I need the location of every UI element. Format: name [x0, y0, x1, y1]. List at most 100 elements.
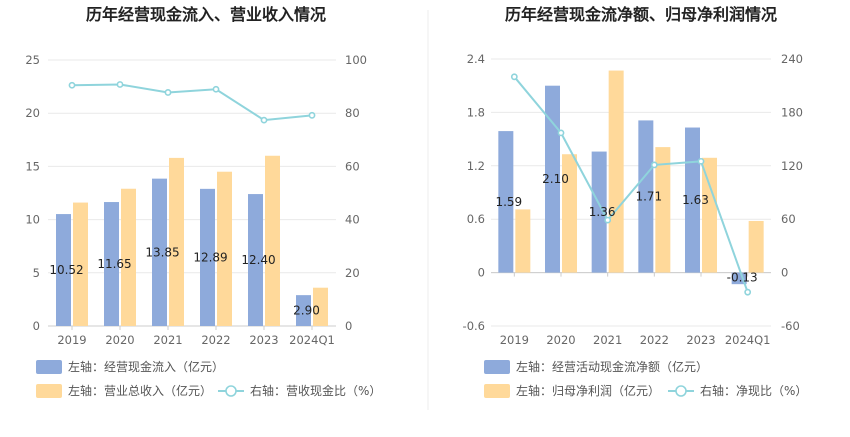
chart2-x-tick-label: 2020	[546, 333, 575, 347]
chart1-x-tick-label: 2021	[153, 333, 182, 347]
chart1-legend-label: 右轴：营收现金比（%）	[250, 383, 381, 398]
chart1-bar-data-label: 10.52	[49, 263, 83, 277]
chart2-right-tick-label: 240	[781, 52, 803, 66]
chart2-bar-primary	[731, 272, 747, 285]
chart1-left-tick-label: 20	[25, 106, 40, 120]
chart2-bar-primary	[638, 120, 654, 273]
chart2-right-tick-label: 0	[781, 266, 788, 280]
chart2-left-tick-label: 2.4	[467, 52, 485, 66]
chart1-ratio-point	[260, 116, 268, 124]
chart2-ratio-point	[697, 157, 705, 165]
chart1-bar-data-label: 2.90	[293, 304, 320, 318]
chart2-legend-marker	[675, 385, 687, 397]
chart1-ratio-point	[308, 111, 316, 119]
chart2-x-tick-label: 2019	[500, 333, 529, 347]
chart2-bar-secondary	[608, 70, 624, 273]
chart2-x-tick-label: 2021	[593, 333, 622, 347]
chart2-bar-secondary	[748, 220, 764, 273]
chart2-bar-data-label: 2.10	[542, 172, 569, 186]
chart1-legend-swatch	[36, 360, 62, 374]
chart2-title: 历年经营现金流净额、归母净利润情况	[505, 5, 777, 24]
chart1-left-tick-label: 15	[25, 159, 40, 173]
chart1-right-tick-label: 40	[345, 213, 360, 227]
chart2-bar-secondary	[702, 157, 717, 273]
chart2-ratio-point	[557, 129, 565, 137]
chart1-x-tick-label: 2024Q1	[289, 333, 335, 347]
chart2-bar-secondary	[562, 154, 577, 273]
chart1-bar-secondary	[313, 287, 328, 326]
chart2-legend-swatch	[484, 360, 510, 374]
chart2-legend-swatch	[484, 384, 510, 398]
chart1-left-tick-label: 0	[33, 319, 40, 333]
chart2-ratio-line	[513, 76, 749, 293]
chart2-ratio-point	[604, 216, 612, 224]
chart1-legend-label: 左轴：营业总收入（亿元）	[68, 383, 212, 398]
chart2-ratio-point	[744, 288, 752, 296]
chart2-bar-primary	[685, 127, 700, 273]
chart1-x-tick-label: 2020	[105, 333, 134, 347]
chart2-bar-primary	[498, 131, 514, 273]
chart2-right-tick-label: 60	[781, 212, 796, 226]
chart1-x-tick-label: 2023	[249, 333, 278, 347]
chart2-bar-data-label: 1.59	[495, 195, 522, 209]
chart1-ratio-point	[116, 81, 124, 88]
chart2-bar-secondary	[515, 209, 531, 273]
chart1-x-tick-label: 2019	[57, 333, 86, 347]
chart1-ratio-point	[212, 85, 220, 93]
chart2-right-tick-label: 180	[781, 105, 803, 119]
chart1-legend-label: 左轴：经营现金流入（亿元）	[68, 359, 224, 374]
chart2-bar-data-label: 1.71	[635, 190, 662, 204]
chart2-bar-data-label: 1.63	[682, 193, 709, 207]
chart2-x-tick-label: 2022	[640, 333, 669, 347]
chart2-bar-primary	[591, 151, 607, 273]
chart1-bar-secondary	[73, 202, 88, 326]
chart1-right-tick-label: 0	[345, 319, 352, 333]
chart1-left-tick-label: 10	[25, 213, 40, 227]
chart1-ratio-point	[68, 81, 76, 89]
chart1-right-tick-label: 20	[345, 266, 360, 280]
chart2-right-tick-label: 120	[781, 159, 803, 173]
chart1-right-tick-label: 60	[345, 159, 360, 173]
chart2-left-tick-label: 1.8	[467, 105, 485, 119]
chart2-bar-secondary	[655, 147, 671, 273]
chart2-x-tick-label: 2024Q1	[725, 333, 771, 347]
chart1-bar-data-label: 12.40	[241, 253, 275, 267]
chart2-left-tick-label: 0.6	[467, 212, 485, 226]
chart2-right-tick-label: -60	[781, 319, 800, 333]
chart2-left-tick-label: 0	[478, 266, 485, 280]
chart1-x-tick-label: 2022	[201, 333, 230, 347]
chart2-bar-primary	[545, 85, 560, 273]
chart1-title: 历年经营现金流入、营业收入情况	[86, 5, 326, 24]
chart2-x-tick-label: 2023	[686, 333, 715, 347]
chart1-legend-swatch	[36, 384, 62, 398]
chart1-bar-primary	[104, 202, 119, 326]
chart1-right-tick-label: 100	[345, 53, 367, 67]
chart1-bar-data-label: 13.85	[145, 245, 179, 259]
chart2-bar-data-label: 1.36	[589, 205, 616, 219]
chart2-legend-label: 右轴：净现比（%）	[700, 383, 807, 398]
chart2-legend-label: 左轴：经营活动现金流净额（亿元）	[516, 359, 708, 374]
chart2-ratio-point	[650, 161, 658, 169]
chart2-left-tick-label: 1.2	[467, 159, 485, 173]
chart1-bar-data-label: 12.89	[193, 250, 227, 264]
chart2-bar-data-label: -0.13	[727, 271, 758, 285]
chart1-bar-secondary	[217, 171, 232, 326]
chart1-ratio-point	[164, 89, 172, 96]
chart1-left-tick-label: 25	[25, 53, 40, 67]
chart1-bar-primary	[296, 295, 311, 326]
chart1-bar-secondary	[121, 188, 136, 326]
chart1-right-tick-label: 80	[345, 106, 360, 120]
chart2-legend-label: 左轴：归母净利润（亿元）	[516, 383, 660, 398]
chart1-bar-primary	[152, 178, 167, 326]
chart1-ratio-line	[71, 83, 313, 122]
chart1-bar-primary	[56, 214, 71, 326]
chart1-bar-primary	[200, 188, 215, 326]
chart1-bar-data-label: 11.65	[97, 257, 131, 271]
chart1-left-tick-label: 5	[33, 266, 40, 280]
chart1-bar-primary	[248, 194, 263, 326]
chart1-bar-secondary	[265, 155, 280, 326]
chart2-ratio-point	[510, 73, 518, 81]
chart1-legend-marker	[225, 385, 237, 397]
